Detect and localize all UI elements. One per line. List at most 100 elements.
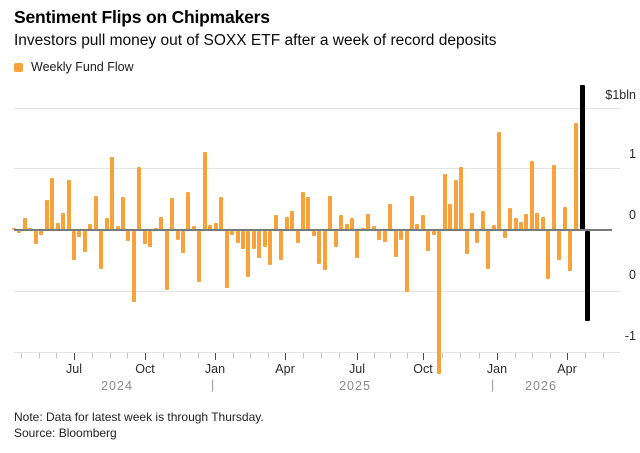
fund-flow-bar <box>186 192 191 230</box>
x-tick-major <box>567 353 568 360</box>
fund-flow-bar <box>235 231 240 244</box>
fund-flow-bar <box>393 231 398 257</box>
fund-flow-bar <box>415 223 420 230</box>
fund-flow-bar <box>480 210 485 230</box>
y-gridline <box>14 291 620 292</box>
x-tick-major <box>497 353 498 360</box>
fund-flow-bar <box>61 212 66 230</box>
y-gridline <box>14 352 620 353</box>
fund-flow-bar <box>404 231 409 292</box>
fund-flow-bar <box>28 227 33 230</box>
x-axis-month-label: Jul <box>349 362 365 376</box>
fund-flow-bar <box>110 156 115 230</box>
fund-flow-bar <box>279 231 284 261</box>
x-tick-minor <box>127 353 129 358</box>
fund-flow-bar <box>557 231 562 261</box>
x-tick-major <box>145 353 146 360</box>
fund-flow-bar <box>360 227 365 230</box>
fund-flow-bar <box>562 206 567 230</box>
fund-flow-bar <box>339 215 344 230</box>
fund-flow-bar <box>208 225 213 230</box>
year-separator: | <box>491 378 495 392</box>
fund-flow-bar <box>300 192 305 230</box>
fund-flow-bar <box>568 231 573 272</box>
fund-flow-bar <box>519 221 524 230</box>
fund-flow-bar <box>219 197 224 230</box>
x-tick-major <box>285 353 286 360</box>
fund-flow-bar <box>22 217 27 230</box>
y-axis-tick-label: -1 <box>624 329 636 343</box>
x-tick-minor <box>232 353 234 358</box>
fund-flow-bar <box>257 231 262 258</box>
fund-flow-bar <box>442 173 447 230</box>
x-tick-major <box>215 353 216 360</box>
fund-flow-bar <box>311 231 316 236</box>
fund-flow-bar <box>82 231 87 252</box>
fund-flow-bar <box>502 231 507 239</box>
legend-label: Weekly Fund Flow <box>31 60 134 74</box>
fund-flow-bar <box>426 231 431 251</box>
fund-flow-bar <box>420 215 425 230</box>
x-axis-month-label: Oct <box>413 362 433 376</box>
x-tick-minor <box>602 353 604 358</box>
x-axis-year-label: 2026 <box>525 379 557 393</box>
fund-flow-bar <box>240 231 245 250</box>
x-axis-month-label: Apr <box>557 362 577 376</box>
x-tick-minor <box>162 353 164 358</box>
fund-flow-bar <box>262 231 267 247</box>
x-tick-minor <box>109 353 111 358</box>
y-axis-tick-label: $1bln <box>605 88 636 102</box>
fund-flow-bar <box>486 231 491 269</box>
fund-flow-bar <box>202 151 207 230</box>
fund-flow-bar <box>580 84 585 230</box>
fund-flow-bar <box>175 231 180 240</box>
fund-flow-bar <box>437 231 442 374</box>
fund-flow-bar <box>535 212 540 230</box>
fund-flow-bar <box>99 231 104 269</box>
fund-flow-bar <box>333 231 338 247</box>
fund-flow-bar <box>317 231 322 264</box>
fund-flow-bar <box>50 177 55 230</box>
fund-flow-bar <box>121 197 126 230</box>
x-axis-year-label: 2024 <box>101 379 133 393</box>
fund-flow-bar <box>77 231 82 238</box>
fund-flow-bar <box>464 231 469 255</box>
fund-flow-bar <box>104 217 109 230</box>
fund-flow-bar <box>39 231 44 235</box>
x-tick-minor <box>38 353 40 358</box>
x-axis-month-label: Jan <box>204 362 226 376</box>
x-tick-major <box>423 353 424 360</box>
x-axis-month-label: Jan <box>486 362 508 376</box>
fund-flow-bar <box>573 122 578 230</box>
fund-flow-bar <box>513 217 518 230</box>
fund-flow-bar <box>93 195 98 230</box>
legend: Weekly Fund Flow <box>14 60 134 74</box>
fund-flow-bar <box>382 231 387 242</box>
fund-flow-bar <box>71 231 76 261</box>
x-tick-minor <box>373 353 375 358</box>
fund-flow-bar <box>153 227 158 230</box>
y-axis-tick-label: 1 <box>629 147 636 161</box>
x-tick-minor <box>303 353 304 358</box>
fund-flow-bar <box>55 222 60 230</box>
x-tick-minor <box>321 353 322 358</box>
source-label: Source: Bloomberg <box>14 426 117 440</box>
x-tick-minor <box>180 353 181 358</box>
fund-flow-bar <box>508 208 513 230</box>
y-gridline <box>14 168 620 169</box>
x-axis-month-label: Apr <box>275 362 295 376</box>
fund-flow-bar <box>126 231 131 241</box>
fund-flow-bar <box>268 231 273 266</box>
fund-flow-bar <box>344 223 349 230</box>
fund-flow-bar <box>213 222 218 230</box>
x-tick-minor <box>20 353 22 358</box>
fund-flow-bar <box>355 231 360 258</box>
fund-flow-bar <box>328 195 333 230</box>
fund-flow-bar <box>246 231 251 278</box>
fund-flow-bar <box>224 231 229 289</box>
fund-flow-bar <box>131 231 136 302</box>
fund-flow-bar <box>12 227 16 230</box>
fund-flow-bar <box>469 212 474 230</box>
fund-flow-bar <box>115 226 120 230</box>
fund-flow-bar <box>197 231 202 283</box>
